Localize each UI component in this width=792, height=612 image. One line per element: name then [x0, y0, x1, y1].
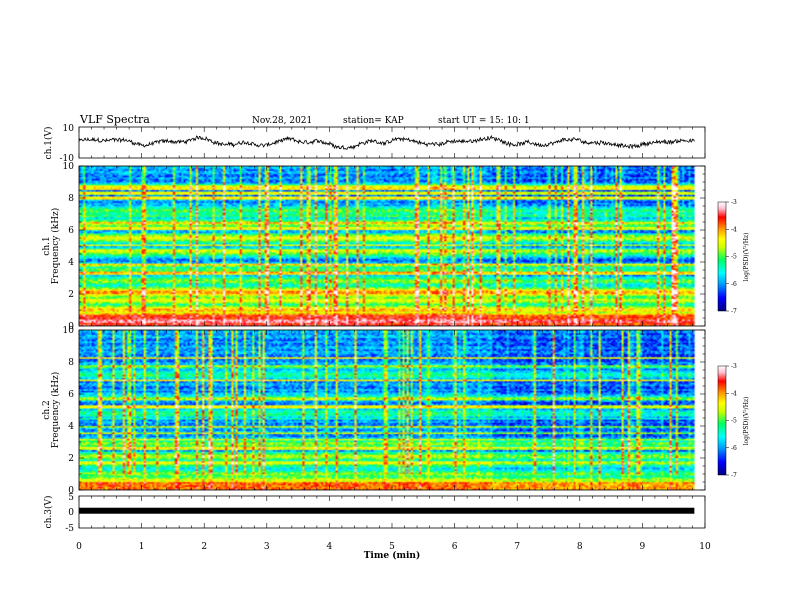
x-tick-label: 5: [389, 542, 395, 552]
ch3-ytick-bottom: -5: [65, 524, 74, 534]
x-tick-label: 6: [452, 542, 458, 552]
colorbar-tick-label: -4: [731, 390, 737, 397]
y-tick-label: 2: [68, 454, 74, 464]
start-ut-label: start UT = 15: 10: 1: [438, 116, 530, 126]
colorbar-tick-label: -4: [731, 226, 737, 233]
ch2-spectrogram-image: [79, 330, 705, 490]
x-tick-label: 2: [201, 542, 207, 552]
ch1-colorbar-label: log(PSD)(V²/Hz): [743, 233, 750, 282]
figure-title: VLF Spectra: [79, 113, 150, 126]
y-tick-label: 0: [68, 322, 74, 332]
ch1-waveform-ylabel: ch.1(V): [43, 127, 54, 160]
ch2-colorbar: -3 -4 -5 -6 -7 log(PSD)(V²/Hz): [717, 363, 750, 479]
ch2-spectrogram-panel: 0 2 4 6 8 10 ch.2 Frequency (kHz): [42, 326, 706, 496]
y-tick-label: 6: [68, 390, 74, 400]
colorbar-tick-label: -7: [731, 472, 737, 479]
y-tick-label: 4: [68, 258, 74, 268]
y-tick-label: 4: [68, 422, 74, 432]
ch3-ytick-top: 5: [68, 493, 74, 503]
ch1-waveform-panel: 10 -10 ch.1(V): [43, 124, 706, 164]
date-label: Nov.28, 2021: [252, 116, 312, 126]
y-tick-label: 10: [63, 326, 75, 336]
spectrogram-raster: [79, 166, 705, 326]
ch1-spectrogram-ylabel-freq: Frequency (kHz): [50, 208, 61, 285]
x-tick-label: 10: [699, 542, 711, 552]
ch3-signal-line: [79, 507, 695, 514]
station-label: station= KAP: [343, 116, 404, 126]
y-tick-label: 6: [68, 226, 74, 236]
ch1-colorbar: -3 -4 -5 -6 -7 log(PSD)(V²/Hz): [717, 199, 750, 315]
x-tick-label: 8: [577, 542, 583, 552]
y-tick-label: 8: [68, 358, 74, 368]
x-tick-label: 3: [264, 542, 270, 552]
ch1-colorbar-gradient: [717, 201, 727, 312]
colorbar-tick-label: -6: [731, 281, 737, 288]
ch1-ytick-bottom: -10: [60, 154, 75, 164]
ch1-spectrogram-ylabel-channel: ch.1: [42, 236, 52, 255]
ch2-spectrogram-ylabel-channel: ch.2: [42, 400, 52, 419]
colorbar-tick-label: -6: [731, 445, 737, 452]
colorbar-tick-label: -3: [731, 363, 737, 370]
colorbar-tick-label: -7: [731, 308, 737, 315]
x-tick-label: 1: [139, 542, 145, 552]
colorbar-tick-label: -5: [731, 254, 737, 261]
y-tick-label: 0: [68, 486, 74, 496]
x-tick-label: 0: [76, 542, 82, 552]
x-tick-label: 7: [514, 542, 520, 552]
x-tick-label: 4: [327, 542, 333, 552]
colorbar-tick-label: -3: [731, 199, 737, 206]
ch3-ylabel: ch.3(V): [43, 496, 54, 529]
colorbar-tick-label: -5: [731, 418, 737, 425]
ch1-ytick-top: 10: [63, 124, 75, 134]
ch3-ytick-mid: 0: [68, 508, 74, 518]
x-axis-label: Time (min): [364, 550, 421, 561]
ch2-spectrogram-ylabel-freq: Frequency (kHz): [50, 372, 61, 449]
ch1-spectrogram-panel: 0 2 4 6 8 10 ch.1 Frequency (kHz): [42, 162, 706, 332]
y-tick-label: 2: [68, 290, 74, 300]
spectrogram-raster: [79, 330, 705, 490]
ch1-spectrogram-image: [79, 166, 705, 326]
y-tick-label: 10: [63, 162, 75, 172]
ch2-colorbar-gradient: [717, 365, 727, 476]
ch2-colorbar-label: log(PSD)(V²/Hz): [743, 397, 750, 446]
x-tick-label: 9: [640, 542, 646, 552]
ch3-panel: 5 0 -5 ch.3(V) 0 1 2 3 4 5 6 7 8 9 10 Time (min): [43, 493, 711, 561]
y-tick-label: 8: [68, 194, 74, 204]
ch1-waveform-line: [78, 134, 695, 150]
